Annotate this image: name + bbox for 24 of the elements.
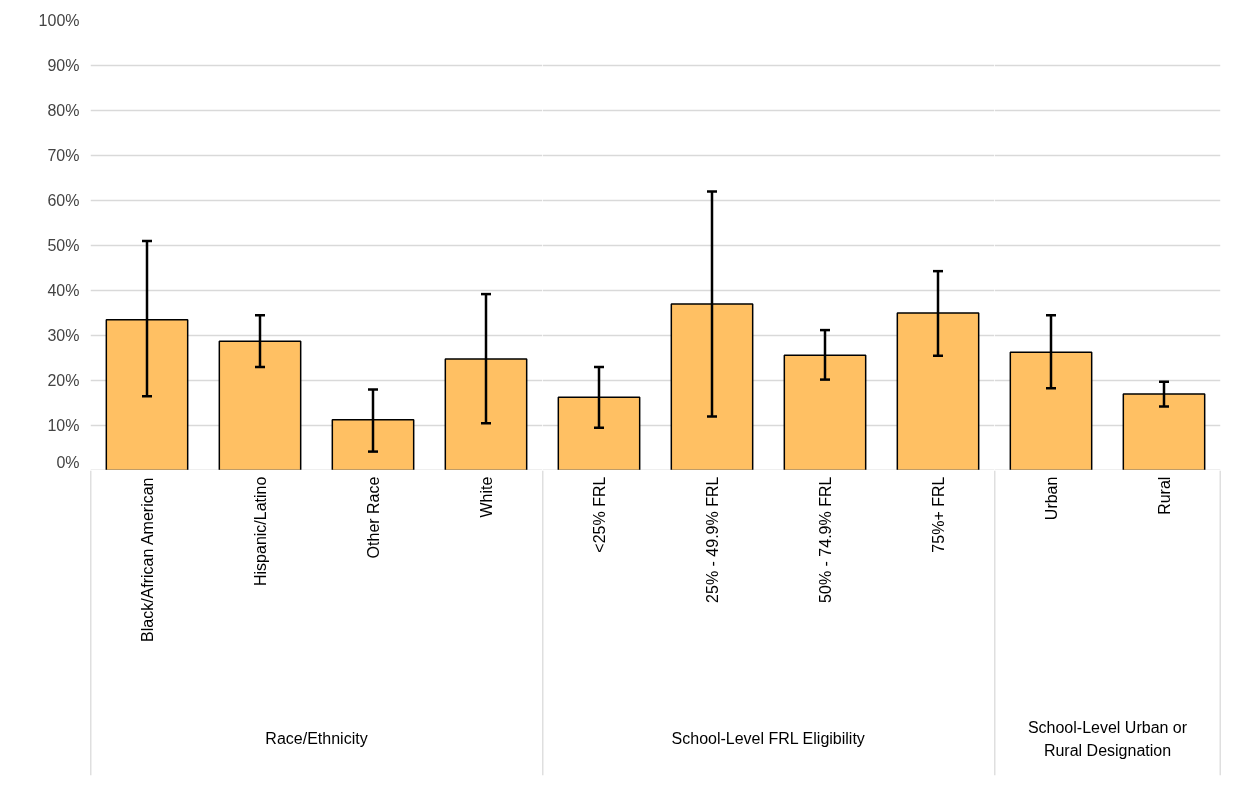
x-tick-label: Other Race: [364, 476, 382, 559]
x-tick-label: Urban: [1042, 476, 1060, 521]
x-axis-title: School-Level Urban or Rural Designation: [1027, 718, 1188, 759]
y-tick-label: 60%: [47, 192, 80, 209]
x-tick-label: 50% - 74.9% FRL: [816, 476, 834, 603]
y-tick-label: 80%: [47, 102, 80, 119]
y-tick-label: 20%: [47, 372, 80, 389]
x-axis-title: School-Level FRL Eligibility: [671, 730, 865, 748]
y-tick-label: 0%: [56, 453, 80, 471]
y-tick-label: 10%: [47, 417, 80, 434]
x-tick-label: Rural: [1155, 476, 1173, 515]
x-tick-label: <25% FRL: [590, 476, 608, 553]
x-tick-label: 25% - 49.9% FRL: [703, 476, 721, 603]
x-tick-label: White: [477, 476, 495, 518]
x-tick-label: Hispanic/Latino: [251, 476, 269, 586]
x-axis-title: Race/Ethnicity: [265, 730, 368, 748]
x-tick-label: 75%+ FRL: [929, 476, 947, 553]
y-tick-label: 70%: [47, 147, 80, 164]
x-tick-label: Black/African American: [138, 477, 156, 642]
y-tick-label: 50%: [47, 237, 80, 254]
y-tick-label: 100%: [38, 12, 80, 29]
y-tick-label: 90%: [47, 57, 80, 74]
y-tick-label: 30%: [47, 327, 80, 344]
y-tick-label: 40%: [47, 282, 80, 299]
